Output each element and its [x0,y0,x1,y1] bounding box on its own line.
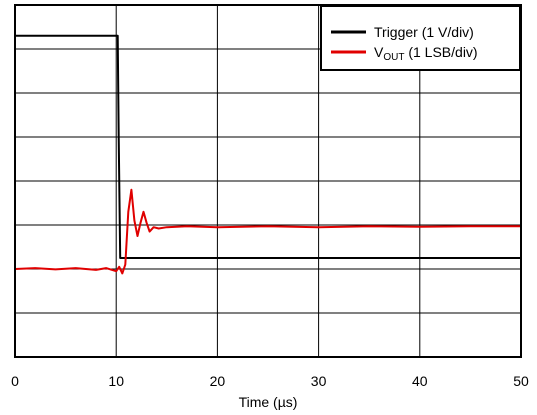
x-tick-label: 30 [311,373,327,389]
x-tick-label: 50 [513,373,529,389]
x-tick-label: 20 [210,373,226,389]
series-line-trigger [15,34,521,259]
legend-box [320,5,521,71]
legend-label-trigger: Trigger (1 V/div) [374,24,474,40]
series-group [14,34,521,275]
series-line-vout [14,188,521,275]
legend-label-vout: VOUT (1 LSB/div) [374,44,478,63]
plot-frame [14,4,522,358]
x-tick-labels: 0 10 20 30 40 50 [11,373,529,389]
x-tick-label: 0 [11,373,19,389]
legend: Trigger (1 V/div) VOUT (1 LSB/div) [320,5,521,71]
x-axis-title: Time (µs) [239,394,298,410]
x-tick-label: 40 [412,373,428,389]
x-tick-label: 10 [108,373,124,389]
